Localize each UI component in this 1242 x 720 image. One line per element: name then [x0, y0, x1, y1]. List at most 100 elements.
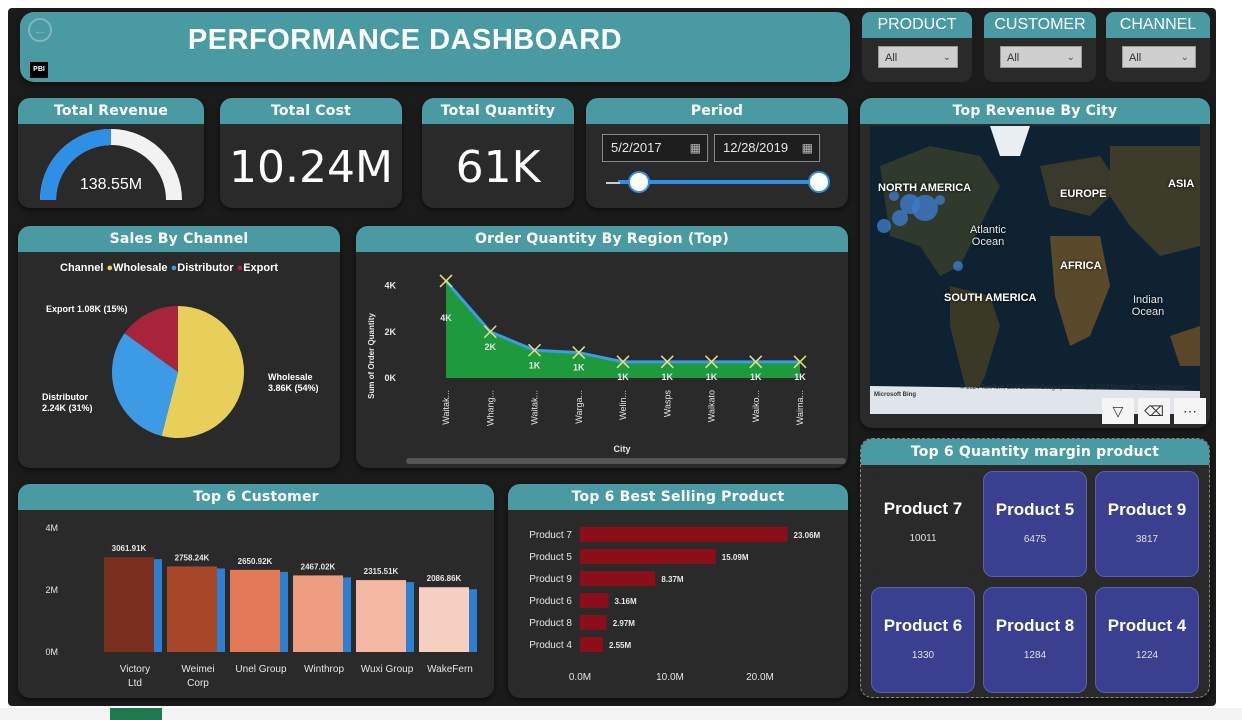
data-label: 2086.86K	[427, 574, 462, 583]
channel-dropdown[interactable]: All ⌄	[1122, 46, 1196, 68]
legend-distributor[interactable]: Distributor	[177, 262, 234, 274]
period-slider-start-handle[interactable]	[628, 171, 650, 193]
customer-bar[interactable]	[230, 569, 280, 652]
pie-chart[interactable]	[18, 252, 340, 468]
indian-ocean-label: Indian Ocean	[1131, 294, 1165, 318]
product-bar[interactable]	[580, 637, 603, 652]
data-label: 2315.51K	[364, 567, 399, 576]
product-tile[interactable]: Product 6 1330	[871, 587, 975, 693]
calendar-icon[interactable]: ▦	[689, 141, 701, 155]
product-tile[interactable]: Product 7 10011	[871, 471, 975, 577]
pie-slice-export[interactable]	[124, 306, 178, 372]
sales-by-channel-card[interactable]: Sales By Channel Channel ●Wholesale ●Dis…	[18, 226, 340, 468]
product-dropdown[interactable]: All ⌄	[878, 46, 958, 68]
product-bar[interactable]	[580, 527, 788, 542]
pie-slice-distributor[interactable]	[112, 333, 178, 436]
chevron-down-icon: ⌄	[942, 52, 951, 63]
top-customer-title: Top 6 Customer	[18, 484, 494, 510]
product-tile[interactable]: Product 8 1284	[983, 587, 1087, 693]
total-revenue-card[interactable]: Total Revenue 138.55M	[18, 98, 204, 208]
customer-bar[interactable]	[356, 580, 406, 652]
data-point-marker[interactable]	[572, 346, 586, 360]
total-cost-card[interactable]: Total Cost 10.24M	[220, 98, 402, 208]
data-label: 2K	[484, 342, 496, 352]
bottom-status-bar	[0, 708, 1242, 720]
eraser-icon[interactable]: ⌫	[1138, 398, 1170, 424]
product-bar[interactable]	[580, 549, 716, 564]
order-quantity-region-title: Order Quantity By Region (Top)	[356, 226, 848, 252]
period-label: Period	[586, 98, 848, 124]
data-label: 4K	[440, 313, 452, 323]
area-fill	[446, 280, 800, 378]
y-tick-label: Product 6	[529, 596, 572, 607]
page-tab[interactable]	[110, 708, 162, 720]
channel-slicer: CHANNEL All ⌄	[1106, 12, 1210, 82]
data-point-marker[interactable]	[483, 325, 497, 339]
x-tick-label: Weimei	[181, 664, 214, 675]
export-label-value: 1.08K (15%)	[77, 304, 128, 314]
customer-bar[interactable]	[167, 566, 217, 652]
customer-bar[interactable]	[104, 557, 154, 652]
distributor-data-label: Distributor 2.24K (31%)	[42, 392, 93, 414]
end-date-input[interactable]: 12/28/2019 ▦	[714, 134, 820, 162]
product-bar-chart[interactable]: Product 7 23.06M Product 5 15.09M Product 9 8…	[508, 510, 848, 698]
data-point-marker[interactable]	[660, 355, 674, 369]
data-label: 23.06M	[794, 531, 821, 540]
horizontal-scrollbar[interactable]	[406, 458, 846, 464]
data-point-marker[interactable]	[616, 355, 630, 369]
data-label: 3.16M	[614, 597, 637, 606]
data-point-marker[interactable]	[439, 274, 453, 288]
x-tick-label: 20.0M	[746, 672, 774, 683]
total-quantity-label: Total Quantity	[422, 98, 574, 124]
customer-bar-chart[interactable]: 0M 2M 4M 3061.91K Victory Ltd 2758.24K Weimei Co…	[18, 510, 494, 698]
customer-bar[interactable]	[419, 587, 469, 652]
data-label: 2650.92K	[238, 557, 273, 566]
world-map[interactable]: NORTH AMERICA EUROPE ASIA Atlantic Ocean…	[870, 126, 1200, 414]
customer-bar[interactable]	[293, 575, 343, 652]
area-chart[interactable]: Sum of Order Quantity City 0K 2K 4K 4K Waita…	[356, 252, 848, 468]
top-selling-product-card[interactable]: Top 6 Best Selling Product Product 7 23.0…	[508, 484, 848, 698]
product-bar[interactable]	[580, 571, 656, 586]
more-options-icon[interactable]: ⋯	[1174, 398, 1206, 424]
product-bar[interactable]	[580, 593, 609, 608]
y-tick-label: 4K	[384, 281, 396, 291]
data-point-marker[interactable]	[527, 343, 542, 357]
calendar-icon[interactable]: ▦	[801, 141, 813, 155]
product-tile-name: Product 8	[995, 616, 1075, 635]
data-point-marker[interactable]	[704, 355, 719, 369]
top-selling-product-title: Top 6 Best Selling Product	[508, 484, 848, 510]
product-tile[interactable]: Product 5 6475	[983, 471, 1087, 577]
product-tile[interactable]: Product 4 1224	[1095, 587, 1199, 693]
data-point-marker[interactable]	[749, 355, 763, 369]
y-tick-label: Product 9	[529, 574, 572, 585]
total-quantity-card[interactable]: Total Quantity 61K	[422, 98, 574, 208]
period-slicer-card: Period 5/2/2017 ▦ 12/28/2019 ▦	[586, 98, 848, 208]
order-quantity-region-card[interactable]: Order Quantity By Region (Top) Sum of Or…	[356, 226, 848, 468]
wholesale-label-name: Wholesale	[268, 372, 313, 382]
x-tick-label: 10.0M	[656, 672, 684, 683]
total-quantity-value: 61K	[455, 142, 541, 193]
x-tick-label: Waitak...	[441, 390, 451, 425]
data-label: 1K	[573, 363, 585, 373]
customer-dropdown[interactable]: All ⌄	[1000, 46, 1082, 68]
product-bar[interactable]	[580, 615, 607, 630]
y-tick-label: Product 5	[529, 552, 572, 563]
data-point-marker[interactable]	[793, 355, 807, 369]
data-label: 15.09M	[722, 553, 749, 562]
data-label: 2.55M	[609, 641, 632, 650]
legend-export[interactable]: Export	[243, 262, 279, 274]
pie-slice-wholesale[interactable]	[161, 306, 245, 438]
data-label: 3061.91K	[112, 544, 147, 553]
start-date-input[interactable]: 5/2/2017 ▦	[602, 134, 708, 162]
product-tile[interactable]: Product 9 3817	[1095, 471, 1199, 577]
legend-wholesale[interactable]: Wholesale	[113, 262, 168, 274]
period-slider-end-handle[interactable]	[808, 171, 830, 193]
filter-icon[interactable]: ▽	[1102, 398, 1134, 424]
product-tile-value: 1284	[1023, 650, 1047, 661]
top-revenue-city-card[interactable]: Top Revenue By City NORTH AMERICA	[860, 98, 1210, 428]
quantity-margin-card[interactable]: Top 6 Quantity margin product Product 7 1…	[860, 438, 1210, 698]
arrow-left-icon[interactable]: ←	[28, 18, 52, 42]
top-customer-card[interactable]: Top 6 Customer 0M 2M 4M 3061.91K Victory Ltd 2…	[18, 484, 494, 698]
legend-dot-distributor: ●	[170, 262, 178, 274]
x-tick-label: Welin...	[618, 390, 628, 420]
